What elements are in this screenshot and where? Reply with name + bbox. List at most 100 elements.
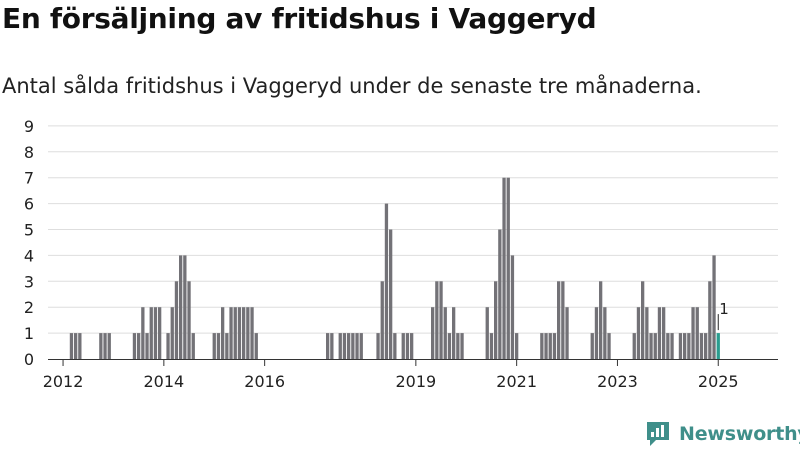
bar xyxy=(137,333,140,359)
y-tick-label: 1 xyxy=(24,324,34,343)
bar xyxy=(192,333,195,359)
x-tick-label: 2023 xyxy=(597,372,638,391)
bar xyxy=(460,333,463,359)
bar xyxy=(393,333,396,359)
bar xyxy=(444,307,447,359)
x-tick-label: 2025 xyxy=(698,372,739,391)
bar xyxy=(666,333,669,359)
bar xyxy=(704,333,707,359)
bar xyxy=(603,307,606,359)
x-tick-label: 2021 xyxy=(496,372,537,391)
y-tick-label: 8 xyxy=(24,143,34,162)
bar xyxy=(242,307,245,359)
bar xyxy=(150,307,153,359)
bar xyxy=(250,307,253,359)
y-tick-label: 5 xyxy=(24,221,34,240)
bar xyxy=(410,333,413,359)
brand-name: Newsworthy xyxy=(679,423,800,445)
y-tick-label: 2 xyxy=(24,298,34,317)
bar xyxy=(658,307,661,359)
bar xyxy=(108,333,111,359)
bar xyxy=(540,333,543,359)
bar xyxy=(376,333,379,359)
bar xyxy=(511,255,514,359)
bar xyxy=(662,307,665,359)
bar xyxy=(389,230,392,360)
bar xyxy=(347,333,350,359)
bar xyxy=(74,333,77,359)
bar xyxy=(679,333,682,359)
bar xyxy=(158,307,161,359)
bar xyxy=(645,307,648,359)
bar xyxy=(486,307,489,359)
bar xyxy=(641,281,644,359)
y-tick-label: 3 xyxy=(24,272,34,291)
bars xyxy=(48,178,778,360)
x-axis-ticks: 2012 2014 2016 2019 2021 2023 2025 xyxy=(43,360,739,391)
bar xyxy=(687,333,690,359)
bar xyxy=(78,333,81,359)
x-tick-label: 2016 xyxy=(244,372,285,391)
bar xyxy=(360,333,363,359)
bar xyxy=(238,307,241,359)
y-tick-label: 6 xyxy=(24,195,34,214)
bar xyxy=(700,333,703,359)
bar xyxy=(166,333,169,359)
bar xyxy=(691,307,694,359)
bar xyxy=(99,333,102,359)
bar xyxy=(381,281,384,359)
bar xyxy=(234,307,237,359)
bar xyxy=(649,333,652,359)
bar xyxy=(498,230,501,360)
bar xyxy=(712,255,715,359)
bar xyxy=(183,255,186,359)
bar xyxy=(213,333,216,359)
bar xyxy=(637,307,640,359)
bar xyxy=(217,333,220,359)
bar xyxy=(696,307,699,359)
bar xyxy=(145,333,148,359)
bar xyxy=(565,307,568,359)
bar xyxy=(221,307,224,359)
bar xyxy=(339,333,342,359)
bar xyxy=(326,333,329,359)
bar xyxy=(507,178,510,359)
bar xyxy=(351,333,354,359)
bar xyxy=(70,333,73,359)
data-labels: 1 xyxy=(718,300,729,330)
x-tick-label: 2014 xyxy=(143,372,184,391)
bar xyxy=(448,333,451,359)
bar xyxy=(229,307,232,359)
bar xyxy=(553,333,556,359)
bar xyxy=(561,281,564,359)
bar xyxy=(452,307,455,359)
bar xyxy=(717,333,720,359)
bar xyxy=(179,255,182,359)
bar xyxy=(133,333,136,359)
bar xyxy=(431,307,434,359)
bar xyxy=(187,281,190,359)
bar xyxy=(406,333,409,359)
y-tick-label: 0 xyxy=(24,350,34,369)
y-axis-ticks: 0 1 2 3 4 5 6 7 8 9 xyxy=(24,117,34,369)
bar xyxy=(330,333,333,359)
bar xyxy=(549,333,552,359)
bar xyxy=(599,281,602,359)
bar xyxy=(225,333,228,359)
bar xyxy=(708,281,711,359)
bar xyxy=(435,281,438,359)
bar xyxy=(439,281,442,359)
bar xyxy=(246,307,249,359)
bar xyxy=(494,281,497,359)
bar xyxy=(633,333,636,359)
bar xyxy=(670,333,673,359)
bar xyxy=(591,333,594,359)
y-tick-label: 7 xyxy=(24,169,34,188)
bar xyxy=(515,333,518,359)
bar xyxy=(385,204,388,359)
bar xyxy=(103,333,106,359)
bar xyxy=(595,307,598,359)
bar xyxy=(683,333,686,359)
bar xyxy=(490,333,493,359)
